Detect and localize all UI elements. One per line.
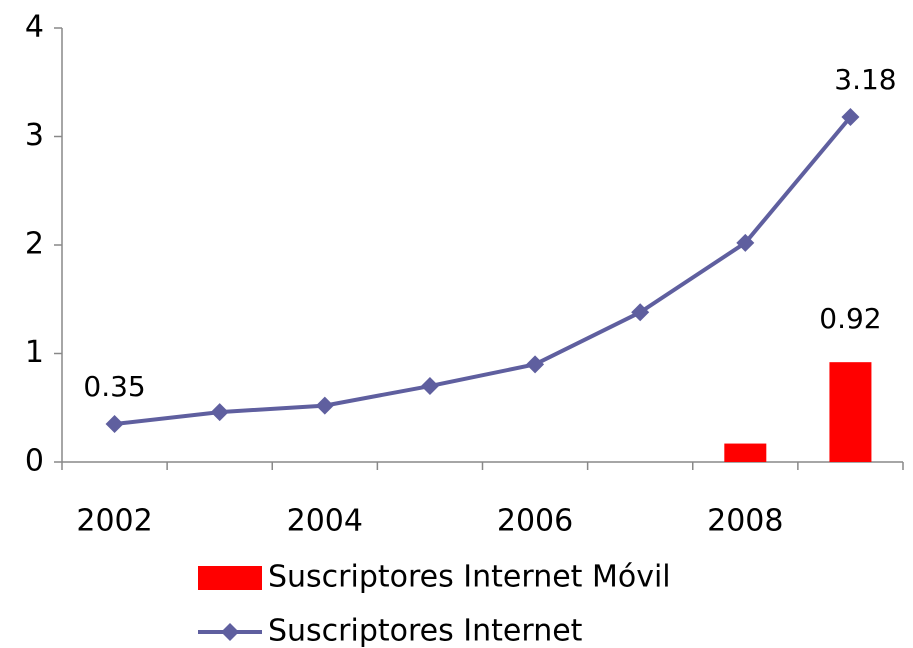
y-tick-label: 3 bbox=[25, 118, 44, 153]
marker bbox=[315, 396, 334, 415]
line bbox=[114, 115, 852, 427]
legend-label: Suscriptores Internet bbox=[268, 614, 583, 648]
y-tick-label: 2 bbox=[25, 227, 44, 262]
y-tick-label: 0 bbox=[25, 444, 44, 479]
x-tick-label: 2008 bbox=[707, 504, 783, 539]
marker bbox=[631, 303, 650, 322]
legend-swatch bbox=[198, 566, 262, 590]
bar bbox=[724, 443, 767, 462]
marker bbox=[210, 403, 229, 422]
bar bbox=[829, 362, 872, 462]
legend-marker bbox=[221, 623, 239, 641]
x-tick-label: 2002 bbox=[76, 504, 152, 539]
y-tick-label: 1 bbox=[25, 335, 44, 370]
legend-label: Suscriptores Internet Móvil bbox=[268, 560, 671, 595]
marker bbox=[105, 415, 124, 434]
x-tick-label: 2004 bbox=[287, 504, 363, 539]
marker bbox=[841, 107, 860, 126]
x-tick-label: 2006 bbox=[497, 504, 573, 539]
marker bbox=[420, 377, 439, 396]
data-label: 0.35 bbox=[83, 370, 145, 403]
marker bbox=[736, 233, 755, 252]
data-label: 0.92 bbox=[819, 302, 881, 335]
marker bbox=[526, 355, 545, 374]
y-tick-label: 4 bbox=[25, 10, 44, 45]
data-label: 3.18 bbox=[834, 63, 896, 96]
